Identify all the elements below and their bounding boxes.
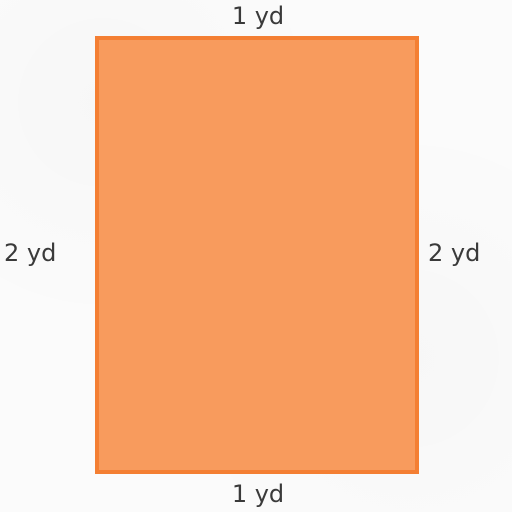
- bottom-side-label: 1 yd: [231, 480, 285, 508]
- top-side-label: 1 yd: [231, 2, 285, 30]
- left-side-label: 2 yd: [4, 239, 57, 267]
- right-side-label: 2 yd: [428, 239, 481, 267]
- rectangle-shape: [95, 36, 419, 474]
